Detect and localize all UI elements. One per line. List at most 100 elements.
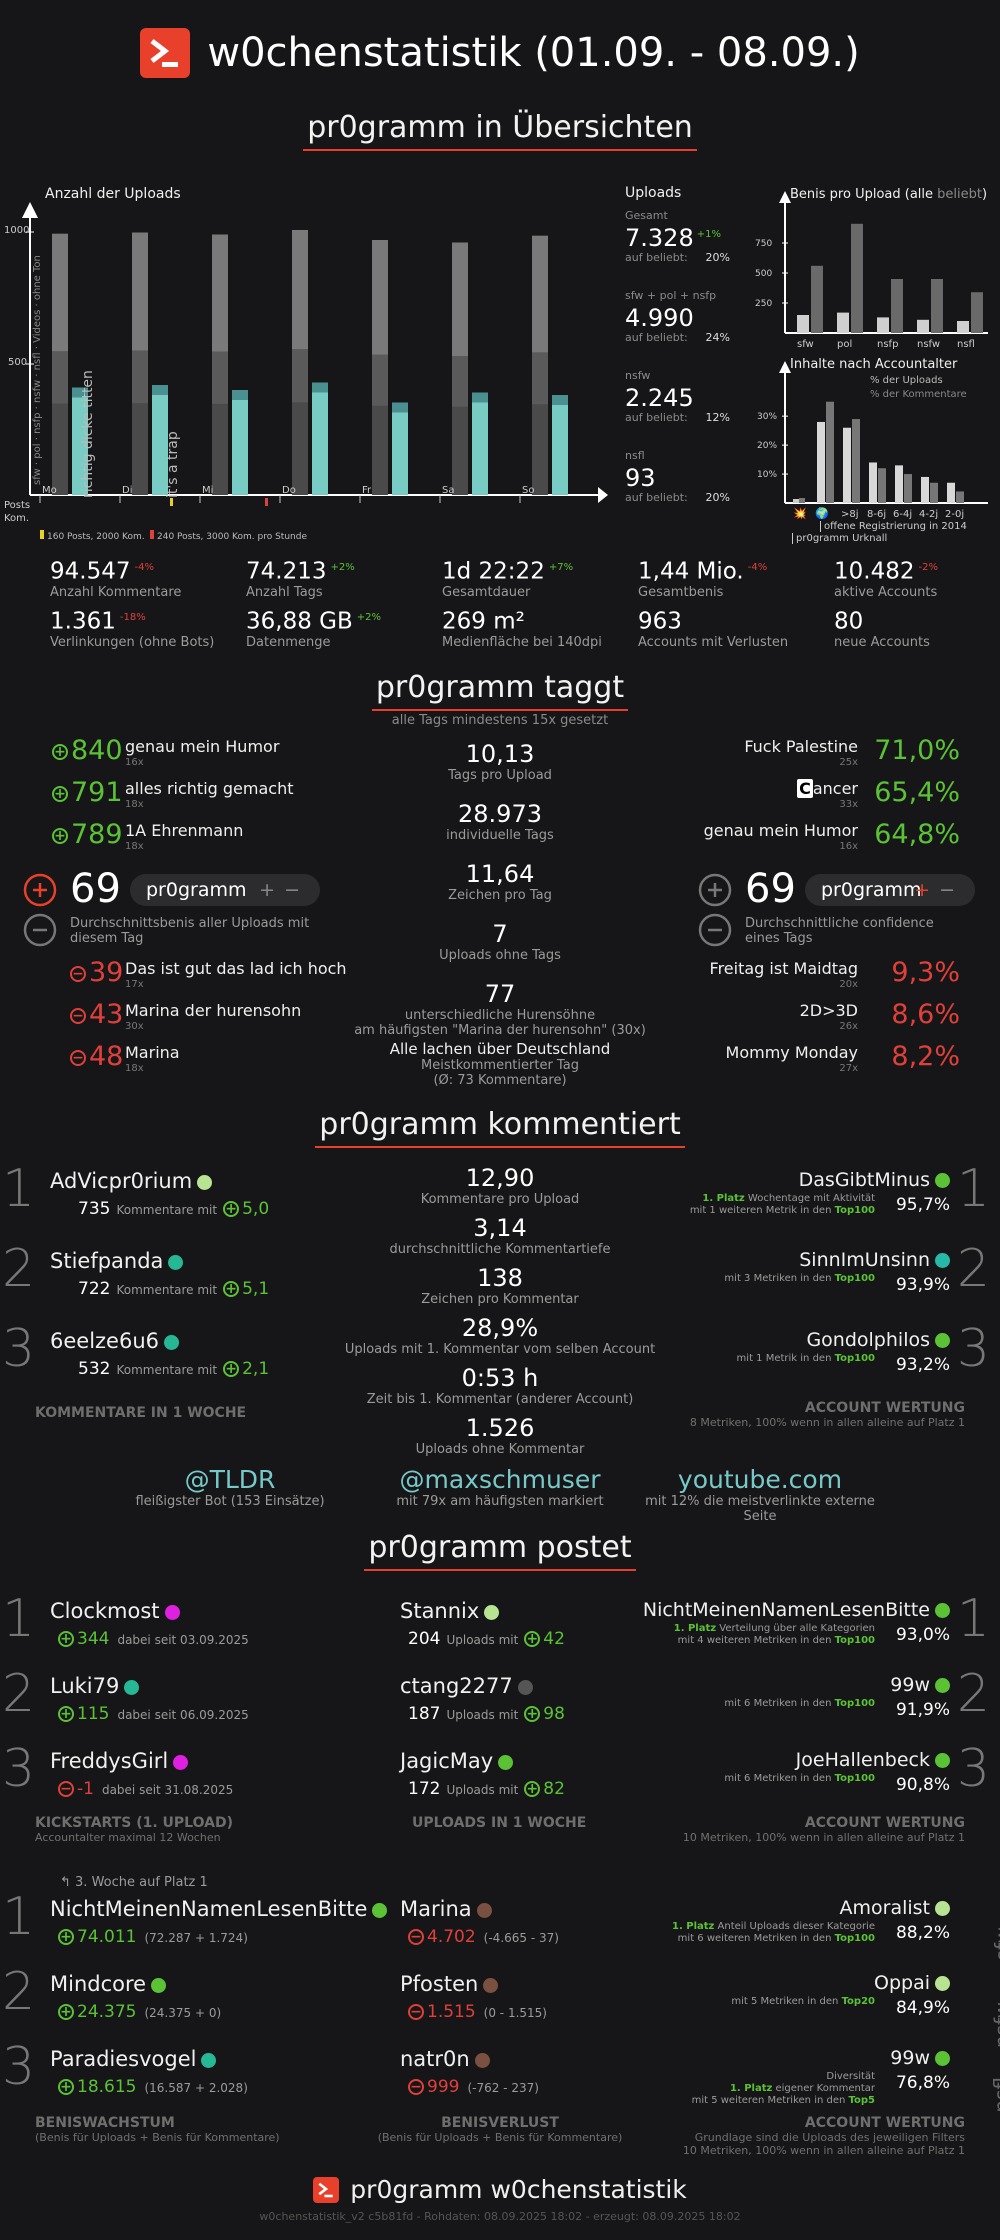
- metric-top: Top20: [841, 1996, 875, 2007]
- minus-icon[interactable]: −: [939, 879, 955, 901]
- tag-name[interactable]: Fuck Palestine: [744, 737, 858, 756]
- user-name[interactable]: Pfosten: [400, 1972, 499, 1996]
- user-row: ctang2277 187 Uploads mit +98: [400, 1670, 650, 1745]
- stat-value-line: 10.482 -2%: [834, 555, 1000, 585]
- user-name[interactable]: 99w: [890, 1674, 950, 1696]
- tag-input-right[interactable]: pr0gramm + −: [805, 874, 975, 906]
- comment-center-stat: 28,9% Uploads mit 1. Kommentar vom selben…: [340, 1315, 660, 1365]
- tag-input-left[interactable]: pr0gramm + −: [130, 874, 320, 906]
- tag-name[interactable]: Das ist gut das lad ich hoch: [125, 959, 347, 978]
- benis-score: −4.702: [408, 1927, 476, 1947]
- age-ytick-label: 30%: [757, 412, 777, 422]
- benis-loss: Marina −4.702 (-4.665 - 37) Pfosten −1.515 (0…: [400, 1893, 650, 2118]
- plus-icon[interactable]: +: [914, 879, 930, 901]
- user-name[interactable]: natr0n: [400, 2047, 490, 2071]
- tag-count: 18x: [125, 841, 144, 852]
- link-youtube[interactable]: youtube.com mit 12% die meistverlinkte ex…: [630, 1465, 890, 1524]
- rank-number: 1: [956, 1589, 990, 1649]
- user-name[interactable]: Stannix: [400, 1599, 500, 1623]
- rank-number: 3: [956, 1319, 990, 1379]
- metric-line-2: mit 6 Metriken in den Top100: [724, 1773, 875, 1785]
- user-name[interactable]: JoeHallenbeck: [796, 1749, 950, 1771]
- user-name[interactable]: Marina: [400, 1897, 492, 1921]
- user-name[interactable]: SinnImUnsinn: [799, 1249, 950, 1271]
- tag-name[interactable]: Marina der hurensohn: [125, 1001, 302, 1020]
- bar-videos: [52, 233, 68, 352]
- user-name[interactable]: Oppai: [874, 1972, 950, 1994]
- stat-value-line: 963: [638, 605, 828, 635]
- tag-name[interactable]: Marina: [125, 1043, 180, 1062]
- user-row: Marina −4.702 (-4.665 - 37): [400, 1893, 650, 1968]
- user-name[interactable]: ctang2277: [400, 1674, 533, 1698]
- plus-circle-icon[interactable]: [698, 873, 732, 907]
- tag-pct: 64,8%: [874, 819, 960, 850]
- comment-sub: Kommentare mit: [116, 1363, 218, 1377]
- user-name[interactable]: Paradiesvogel: [50, 2047, 217, 2071]
- user-stats: +344 dabei seit 03.09.2025: [58, 1629, 249, 1649]
- metric-line-1: 1. Platz Verteilung über alle Kategorien: [674, 1623, 875, 1635]
- user-name[interactable]: AdVicpr0rium: [50, 1169, 213, 1193]
- minus-circle-icon[interactable]: [698, 913, 732, 947]
- post-account-ranking: 1 NichtMeinenNamenLesenBitte 1. Platz Vert…: [640, 1589, 1000, 1820]
- comment-account-ranking: 1 DasGibtMinus 1. Platz Wochentage mit Akt…: [640, 1159, 1000, 1405]
- link-value[interactable]: youtube.com: [677, 1465, 843, 1494]
- user-name[interactable]: NichtMeinenNamenLesenBitte: [643, 1599, 950, 1621]
- tag-name[interactable]: 1A Ehrenmann: [125, 821, 244, 840]
- user-name[interactable]: Mindcore: [50, 1972, 167, 1996]
- tag-name[interactable]: Freitag ist Maidtag: [710, 959, 858, 978]
- user-name[interactable]: Clockmost: [50, 1599, 180, 1623]
- user-name[interactable]: 99w: [890, 2047, 950, 2069]
- user-name[interactable]: Amoralist: [840, 1897, 950, 1919]
- user-name[interactable]: FreddysGirl: [50, 1749, 189, 1773]
- age-cat-label: 8-6j: [867, 509, 886, 520]
- link-tldr[interactable]: @TLDR fleißigster Bot (153 Einsätze): [100, 1465, 360, 1509]
- user-name-text: FreddysGirl: [50, 1749, 169, 1773]
- uploads-chart: Anzahl der Uploads Mo Di Mi Do Fr Sa So 1000 5…: [0, 180, 610, 542]
- tag-name-text: ancer: [812, 779, 858, 798]
- uploads-chart-svg: Mo Di Mi Do Fr Sa So: [22, 202, 608, 506]
- user-name[interactable]: NichtMeinenNamenLesenBitte: [50, 1897, 388, 1921]
- user-name[interactable]: Stiefpanda: [50, 1249, 184, 1273]
- age-bar-comments-3: [904, 474, 912, 503]
- upload-sub: Uploads mit: [446, 1633, 519, 1647]
- plus-circle-icon[interactable]: [23, 873, 57, 907]
- stat-label: Verlinkungen (ohne Bots): [50, 634, 215, 650]
- minus-circle-icon: −: [408, 1929, 424, 1945]
- benis-detail: (0 - 1.515): [483, 2006, 547, 2020]
- explosion-icon: 💥: [793, 507, 807, 520]
- age-note-1: offene Registrierung in 2014: [820, 521, 967, 532]
- link-value[interactable]: @TLDR: [184, 1465, 276, 1494]
- tag-name[interactable]: 2D>3D: [800, 1001, 858, 1020]
- plus-icon[interactable]: +: [259, 879, 275, 901]
- user-name[interactable]: Luki79: [50, 1674, 140, 1698]
- minus-icon[interactable]: −: [284, 879, 300, 901]
- link-maxschmuser[interactable]: @maxschmuser mit 79x am häufigsten markie…: [370, 1465, 630, 1509]
- growth-note: ↰ 3. Woche auf Platz 1: [60, 1875, 208, 1890]
- tag-name[interactable]: genau mein Humor: [125, 737, 280, 756]
- bar-nsfw: [312, 382, 328, 495]
- user-name-text: SinnImUnsinn: [799, 1249, 930, 1271]
- user-name[interactable]: 6eelze6u6: [50, 1329, 180, 1353]
- hour-marker-0: [170, 498, 173, 506]
- avg-benis-desc: Durchschnittsbenis aller Uploads mit die…: [70, 916, 310, 946]
- tag-count: 33x: [839, 799, 858, 810]
- user-row: 2 Luki79 +115 dabei seit 06.09.2025: [0, 1664, 380, 1745]
- stat-item: 1.361 -18% Verlinkungen (ohne Bots): [50, 605, 240, 650]
- plus-circle-icon: +: [58, 1631, 74, 1647]
- tag-name[interactable]: alles richtig gemacht: [125, 779, 294, 798]
- stat-item: 1,44 Mio. -4% Gesamtbenis: [638, 555, 828, 600]
- link-value[interactable]: @maxschmuser: [399, 1465, 601, 1494]
- tag-name[interactable]: genau mein Humor: [704, 821, 858, 840]
- metric-count: mit 5 Metriken in den: [731, 1996, 842, 2007]
- minus-circle-icon[interactable]: [23, 913, 57, 947]
- user-name[interactable]: Gondolphilos: [806, 1329, 950, 1351]
- comment-center-stat: 3,14 durchschnittliche Kommentartiefe: [340, 1215, 660, 1265]
- tag-center-stat: 11,64 Zeichen pro Tag: [340, 860, 660, 920]
- benis-score-value: 24.375: [77, 2002, 137, 2022]
- user-name[interactable]: JagicMay: [400, 1749, 514, 1773]
- user-name[interactable]: DasGibtMinus: [799, 1169, 950, 1191]
- plus-circle-icon: +: [524, 1706, 541, 1722]
- stat-value-line: 36,88 GB +2%: [246, 605, 436, 635]
- tag-name[interactable]: Mommy Monday: [726, 1043, 858, 1062]
